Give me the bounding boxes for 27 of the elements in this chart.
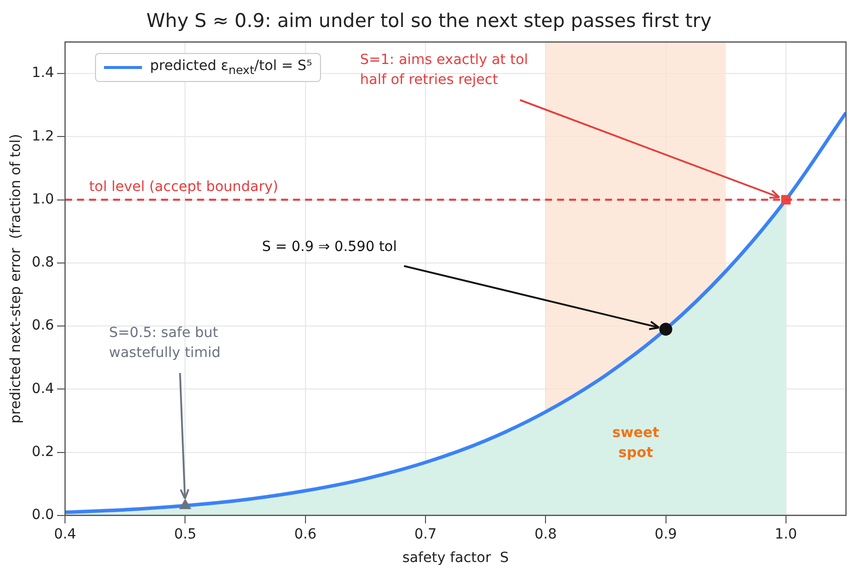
y-tick-label: 0.0 [32, 507, 54, 524]
point [659, 322, 672, 336]
annotation: S = 0.9 ⇒ 0.590 tol [262, 239, 397, 255]
y-tick-label: 0.2 [32, 444, 54, 460]
point [180, 499, 191, 510]
y-tick-label: 0.8 [32, 254, 54, 271]
x-axis-title: safety factor S [402, 550, 509, 566]
x-tick-label: 0.5 [174, 526, 196, 542]
band-label: sweet spot [612, 425, 660, 461]
y-tick-label: 1.0 [32, 191, 54, 208]
legend-label: predicted ε$_{next}$/tol = S⁵ [150, 58, 312, 77]
y-axis-title: predicted next-step error (fraction of tol) [8, 134, 24, 424]
x-tick-label: 0.4 [54, 526, 76, 542]
annotation: S=1: aims exactly at tol half of retries reject [360, 52, 528, 88]
x-tick-label: 1.0 [774, 526, 798, 542]
line-series [65, 110, 846, 514]
y-tick-label: 0.6 [32, 318, 54, 334]
y-tick-label: 1.2 [32, 128, 54, 144]
annotation: S=0.5: safe but wastefully timid [109, 325, 221, 361]
chart-title: Why S ≈ 0.9: aim under tol so the next step passes first try [145, 10, 713, 32]
y-tick-label: 0.4 [32, 380, 54, 397]
y-tick-label: 1.4 [32, 65, 54, 82]
x-tick-label: 0.7 [414, 526, 437, 542]
x-tick-label: 0.6 [294, 526, 317, 542]
ref-line-label: tol level (accept boundary) [89, 178, 278, 195]
x-tick-label: 0.9 [654, 526, 677, 542]
x-tick-label: 0.8 [534, 526, 557, 542]
